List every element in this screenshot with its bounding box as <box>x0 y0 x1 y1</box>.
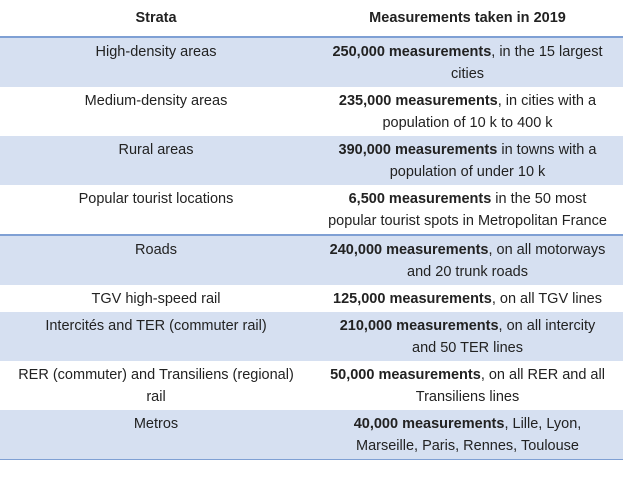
measurement-detail: , on all motorways and 20 trunk roads <box>407 242 606 280</box>
measurement-count: 390,000 measurements <box>338 142 498 158</box>
measurement-detail: , on all RER and all Transiliens lines <box>415 367 605 405</box>
measurement-cell: 240,000 measurements, on all motorways a… <box>312 234 623 285</box>
measurement-count: 250,000 measurements <box>332 44 492 60</box>
table-row: Metros 40,000 measurements, Lille, Lyon, … <box>0 410 623 460</box>
table-row: High-density areas 250,000 measurements, … <box>0 37 623 87</box>
measurement-count: 210,000 measurements <box>339 318 499 334</box>
measurement-count: 235,000 measurements <box>338 93 498 109</box>
strata-cell: RER (commuter) and Transiliens (regional… <box>18 367 294 405</box>
measurement-cell: 390,000 measurements in towns with a pop… <box>312 136 623 185</box>
table-row: Rural areas 390,000 measurements in towns… <box>0 136 623 185</box>
measurement-cell: 235,000 measurements, in cities with a p… <box>312 87 623 136</box>
measurement-detail: in the 50 most popular tourist spots in … <box>328 191 607 229</box>
strata-cell: TGV high-speed rail <box>91 291 221 307</box>
table-body: High-density areas 250,000 measurements, … <box>0 37 623 460</box>
measurement-cell: 250,000 measurements, in the 15 largest … <box>312 37 623 87</box>
header-cell: Strata <box>0 0 312 38</box>
table-row: Roads 240,000 measurements, on all motorw… <box>0 234 623 285</box>
strata-cell: Intercités and TER (commuter rail) <box>0 312 312 361</box>
strata-cell: High-density areas <box>0 37 312 87</box>
measurement-count: 40,000 measurements <box>353 416 505 432</box>
measurement-detail: , on all TGV lines <box>491 291 602 307</box>
measurement-detail: , on all intercity and 50 TER lines <box>412 318 596 356</box>
table-row: RER (commuter) and Transiliens (regional… <box>0 361 623 410</box>
measurement-count: 50,000 measurements <box>330 367 481 383</box>
measurement-detail: in towns with a population of under 10 k <box>389 142 597 180</box>
strata-cell: Popular tourist locations <box>78 191 234 207</box>
measurement-cell: 6,500 measurements in the 50 most popula… <box>312 185 623 235</box>
strata-cell: Rural areas <box>0 136 312 185</box>
table-row: Popular tourist locations 6,500 measureme… <box>0 185 623 235</box>
measurement-cell: 125,000 measurements, on all TGV lines <box>312 285 623 312</box>
strata-cell: Metros <box>0 410 312 460</box>
header-cell: Measurements taken in 2019 <box>312 0 623 38</box>
measurement-cell: 210,000 measurements, on all intercity a… <box>312 312 623 361</box>
measurement-count: 240,000 measurements <box>329 242 489 258</box>
strata-cell: Medium-density areas <box>84 93 228 109</box>
measurement-count: 6,500 measurements <box>348 191 492 207</box>
table-row: Medium-density areas 235,000 measurements… <box>0 87 623 136</box>
header-row: Strata Measurements taken in 2019 <box>0 0 623 38</box>
table-row: TGV high-speed rail 125,000 measurements,… <box>0 285 623 312</box>
measurement-count: 125,000 measurements <box>333 291 492 307</box>
measurement-cell: 40,000 measurements, Lille, Lyon, Marsei… <box>312 410 623 460</box>
measurement-cell: 50,000 measurements, on all RER and all … <box>312 361 623 410</box>
measurement-detail: , in the 15 largest cities <box>450 44 603 82</box>
table-row: Intercités and TER (commuter rail) 210,00… <box>0 312 623 361</box>
measurement-detail: , Lille, Lyon, Marseille, Paris, Rennes,… <box>356 416 582 454</box>
strata-cell: Roads <box>0 234 312 285</box>
measurement-detail: , in cities with a population of 10 k to… <box>382 93 597 131</box>
strata-table: Strata Measurements taken in 2019 High-d… <box>0 0 623 460</box>
